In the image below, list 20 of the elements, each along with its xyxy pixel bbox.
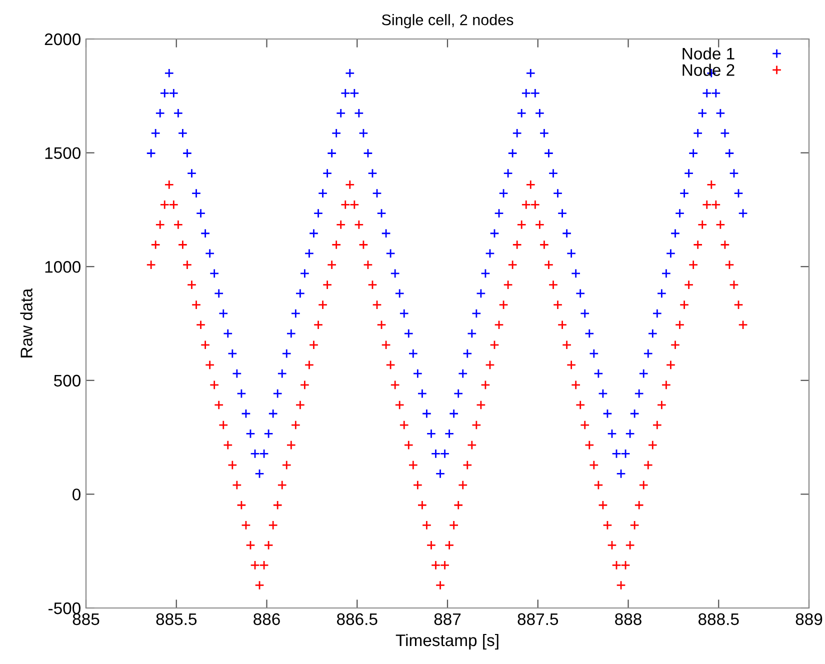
y-tick-label: -500 <box>48 602 80 614</box>
y-axis-title: Raw data <box>20 288 32 358</box>
y-tick-label: 2000 <box>44 33 80 46</box>
legend-label: Node 1 <box>682 47 734 60</box>
y-tick-label: 1000 <box>45 261 80 273</box>
x-tick-label: 888.5 <box>698 613 739 626</box>
y-tick-label: 0 <box>72 488 80 500</box>
legend-label: Node 2 <box>682 64 734 76</box>
y-tick-label: 1500 <box>45 147 80 160</box>
x-axis-title: Timestamp [s] <box>396 634 498 650</box>
x-tick-label: 885 <box>72 613 100 626</box>
y-tick-label: 500 <box>54 374 80 387</box>
x-tick-label: 888 <box>615 613 642 626</box>
x-tick-label: 886 <box>254 613 280 626</box>
x-tick-label: 887.5 <box>518 613 558 626</box>
x-tick-label: 886.5 <box>336 613 378 626</box>
x-tick-label: 885.5 <box>156 613 197 626</box>
chart-title: Single cell, 2 nodes <box>382 14 514 28</box>
x-tick-label: 887 <box>434 613 461 626</box>
x-tick-label: 889 <box>796 613 822 626</box>
